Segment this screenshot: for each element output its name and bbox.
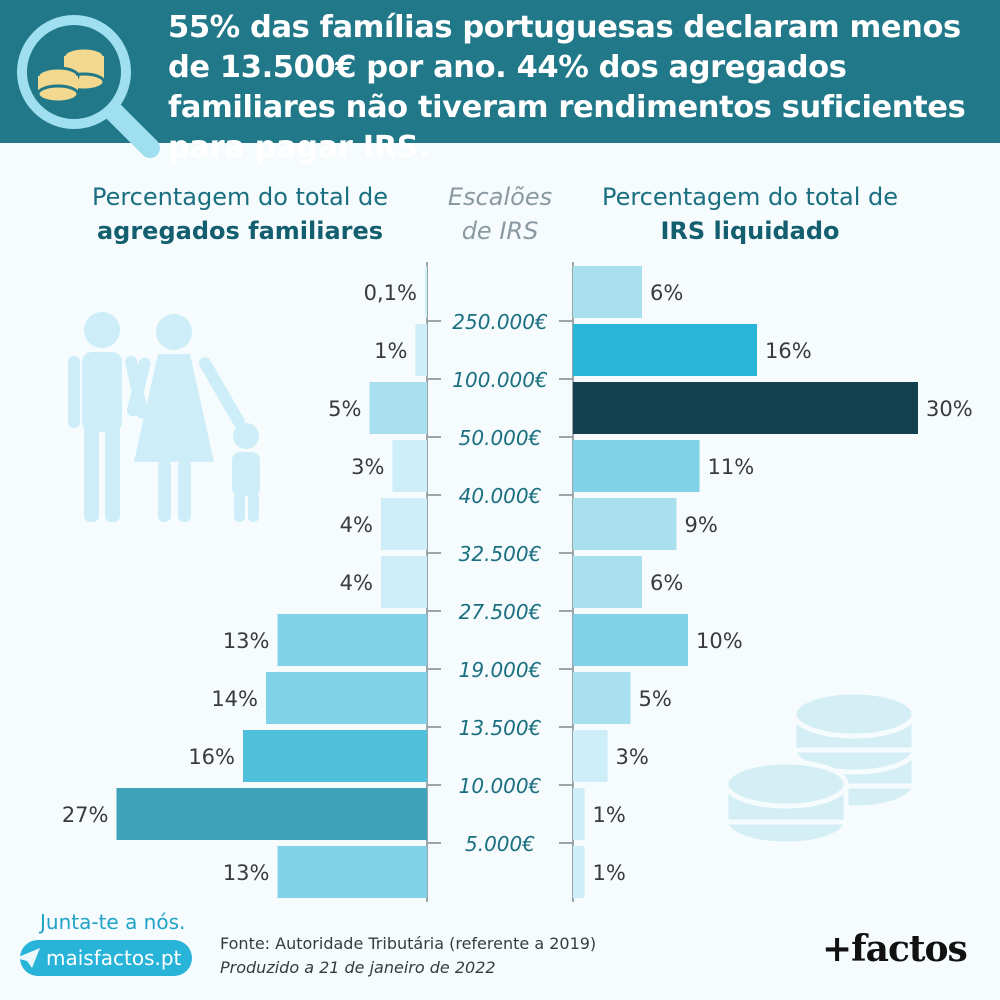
paper-plane-icon xyxy=(16,948,40,968)
middle-column-heading: Escalões de IRS xyxy=(420,180,580,248)
left-value-label: 5% xyxy=(328,397,361,421)
right-value-label: 6% xyxy=(650,281,683,305)
left-bar xyxy=(243,730,427,782)
join-us-text: Junta-te a nós. xyxy=(40,910,186,934)
left-bar xyxy=(415,324,427,376)
right-value-label: 16% xyxy=(765,339,812,363)
left-value-label: 4% xyxy=(340,513,373,537)
bracket-label: 13.500€ xyxy=(459,716,542,740)
left-bar xyxy=(381,498,427,550)
left-bar xyxy=(425,266,427,318)
left-bar xyxy=(116,788,427,840)
right-column-heading: Percentagem do total de IRS liquidado xyxy=(560,180,940,248)
bracket-label: 50.000€ xyxy=(459,426,542,450)
magnifier-coins-icon xyxy=(17,15,160,158)
left-bar xyxy=(277,614,427,666)
bracket-label: 250.000€ xyxy=(452,310,548,334)
left-value-label: 4% xyxy=(340,571,373,595)
left-bars xyxy=(116,266,427,898)
left-value-label: 13% xyxy=(223,861,270,885)
right-value-label: 30% xyxy=(926,397,973,421)
right-heading-line1: Percentagem do total de xyxy=(601,183,899,211)
source-note: Fonte: Autoridade Tributária (referente … xyxy=(220,932,596,980)
right-bar xyxy=(573,324,757,376)
website-label[interactable]: maisfactos.pt xyxy=(46,946,182,970)
header-banner xyxy=(0,0,1000,143)
bracket-label: 5.000€ xyxy=(465,832,535,856)
left-value-label: 27% xyxy=(62,803,109,827)
left-bar xyxy=(266,672,427,724)
website-link[interactable] xyxy=(20,940,192,976)
right-value-label: 10% xyxy=(696,629,743,653)
right-bar xyxy=(573,614,688,666)
right-value-label: 3% xyxy=(616,745,649,769)
right-bar xyxy=(573,382,918,434)
left-value-label: 16% xyxy=(188,745,235,769)
right-heading-line2: IRS liquidado xyxy=(660,217,840,245)
right-bar xyxy=(573,672,631,724)
right-value-label: 1% xyxy=(593,861,626,885)
right-bar xyxy=(573,556,642,608)
produced-date: Produzido a 21 de janeiro de 2022 xyxy=(220,958,496,977)
left-value-label: 1% xyxy=(374,339,407,363)
right-value-label: 11% xyxy=(708,455,755,479)
coins-icon xyxy=(723,690,917,847)
bracket-label: 100.000€ xyxy=(452,368,548,392)
right-value-label: 1% xyxy=(593,803,626,827)
right-bars xyxy=(573,266,918,898)
bracket-label: 19.000€ xyxy=(459,658,542,682)
right-value-label: 9% xyxy=(685,513,718,537)
left-heading-line2: agregados familiares xyxy=(96,217,384,245)
left-bar xyxy=(381,556,427,608)
right-value-label: 6% xyxy=(650,571,683,595)
bracket-label: 27.500€ xyxy=(459,600,542,624)
right-value-label: 5% xyxy=(639,687,672,711)
bracket-label: 32.500€ xyxy=(459,542,542,566)
right-bar xyxy=(573,730,608,782)
bracket-label: 40.000€ xyxy=(459,484,542,508)
right-bar xyxy=(573,498,677,550)
left-bar xyxy=(369,382,427,434)
right-bar xyxy=(573,788,585,840)
left-heading-line1: Percentagem do total de xyxy=(91,183,389,211)
right-bar xyxy=(573,440,700,492)
brand-logo: +factos xyxy=(822,928,968,970)
middle-heading-line1: Escalões xyxy=(447,183,553,211)
left-value-label: 13% xyxy=(223,629,270,653)
left-value-label: 3% xyxy=(351,455,384,479)
left-value-label: 0,1% xyxy=(364,281,417,305)
page-title: 55% das famílias portuguesas declaram me… xyxy=(168,10,966,165)
middle-heading-line2: de IRS xyxy=(461,217,539,245)
source-text: Fonte: Autoridade Tributária (referente … xyxy=(220,934,597,953)
family-icon xyxy=(68,312,260,522)
left-bar xyxy=(277,846,427,898)
left-column-heading: Percentagem do total de agregados famili… xyxy=(40,180,440,248)
left-bar xyxy=(392,440,427,492)
bracket-label: 10.000€ xyxy=(459,774,542,798)
left-value-label: 14% xyxy=(211,687,258,711)
right-bar xyxy=(573,266,642,318)
right-bar xyxy=(573,846,585,898)
